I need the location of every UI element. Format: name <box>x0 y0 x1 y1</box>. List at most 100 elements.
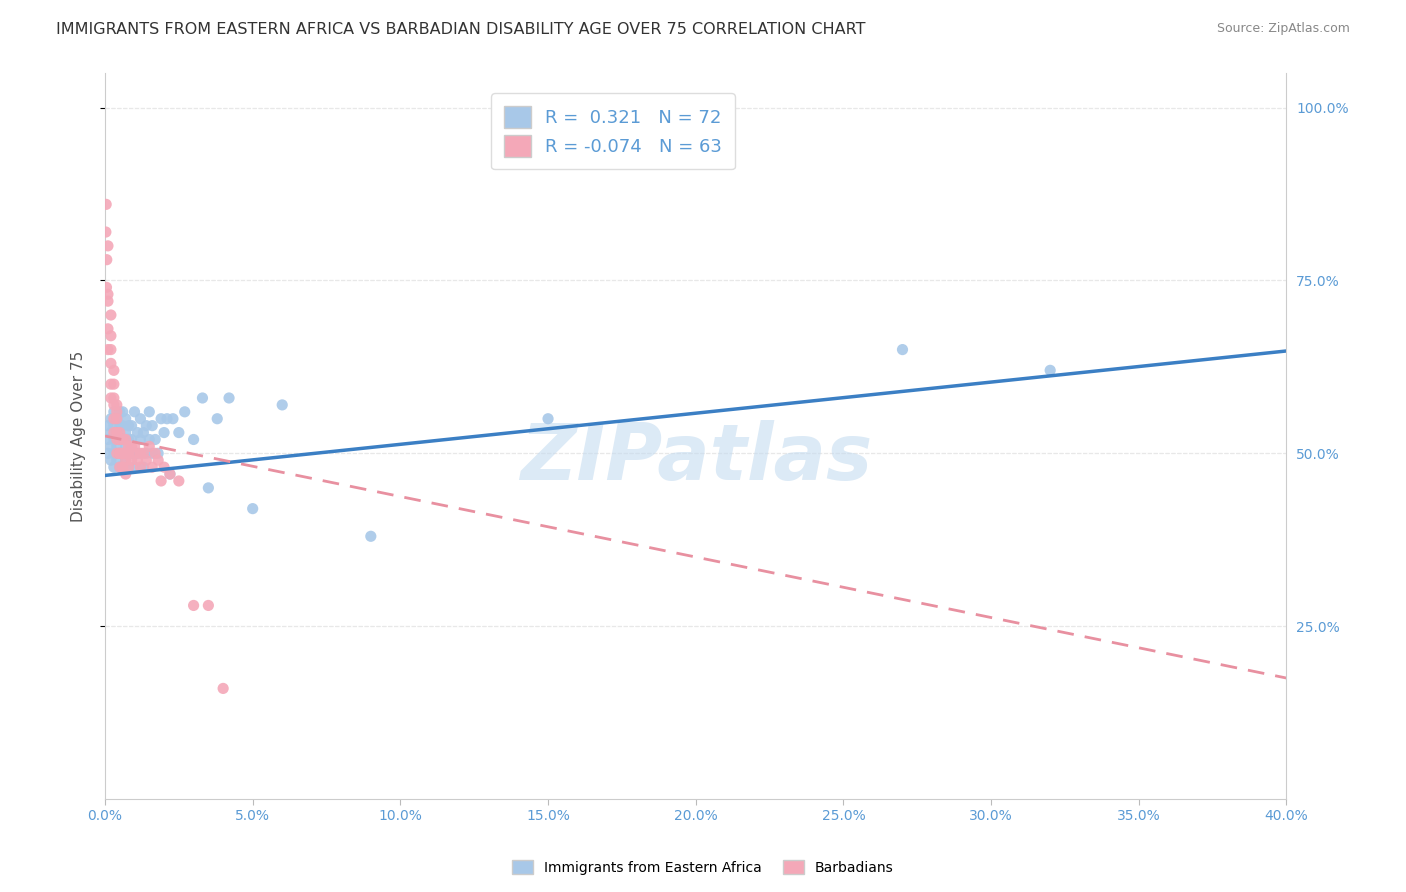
Point <box>141 418 163 433</box>
Point <box>97 418 120 433</box>
Point <box>105 425 128 440</box>
Point <box>100 425 122 440</box>
Point <box>129 411 152 425</box>
Point <box>207 411 229 425</box>
Point <box>162 411 184 425</box>
Point <box>100 328 122 343</box>
Point <box>97 446 120 460</box>
Point <box>117 433 139 447</box>
Point <box>135 418 157 433</box>
Point <box>100 377 122 392</box>
Point <box>197 481 219 495</box>
Point <box>173 405 195 419</box>
Point <box>135 453 157 467</box>
Point <box>132 425 155 440</box>
Text: IMMIGRANTS FROM EASTERN AFRICA VS BARBADIAN DISABILITY AGE OVER 75 CORRELATION C: IMMIGRANTS FROM EASTERN AFRICA VS BARBAD… <box>56 22 866 37</box>
Point <box>153 460 176 475</box>
Point <box>105 446 128 460</box>
Point <box>100 391 122 405</box>
Point <box>121 446 143 460</box>
Point <box>111 433 134 447</box>
Point <box>117 446 139 460</box>
Point <box>105 411 128 425</box>
Point <box>114 453 136 467</box>
Point <box>114 453 136 467</box>
Point <box>124 439 146 453</box>
Point <box>141 460 163 475</box>
Point <box>360 529 382 543</box>
Point <box>159 467 181 481</box>
Point <box>108 446 131 460</box>
Point <box>103 418 125 433</box>
Point <box>100 356 122 370</box>
Point <box>111 460 134 475</box>
Point <box>100 453 122 467</box>
Point <box>111 433 134 447</box>
Point <box>108 446 131 460</box>
Point <box>111 405 134 419</box>
Point <box>143 446 166 460</box>
Point <box>114 433 136 447</box>
Point <box>105 433 128 447</box>
Point <box>105 453 128 467</box>
Point <box>108 460 131 475</box>
Point <box>127 425 149 440</box>
Point <box>100 308 122 322</box>
Point <box>129 433 152 447</box>
Point <box>100 343 122 357</box>
Legend: R =  0.321   N = 72, R = -0.074   N = 63: R = 0.321 N = 72, R = -0.074 N = 63 <box>491 93 735 169</box>
Point <box>167 425 190 440</box>
Point <box>117 418 139 433</box>
Point <box>97 343 120 357</box>
Point <box>103 446 125 460</box>
Point <box>108 405 131 419</box>
Point <box>103 398 125 412</box>
Point <box>103 363 125 377</box>
Point <box>105 425 128 440</box>
Point <box>150 474 173 488</box>
Point <box>97 294 120 309</box>
Point <box>146 453 169 467</box>
Point <box>117 446 139 460</box>
Point <box>105 405 128 419</box>
Point <box>1039 363 1062 377</box>
Point <box>114 446 136 460</box>
Point <box>105 398 128 412</box>
Point <box>103 377 125 392</box>
Point <box>271 398 294 412</box>
Point <box>891 343 914 357</box>
Point <box>146 446 169 460</box>
Point <box>121 433 143 447</box>
Point <box>132 460 155 475</box>
Point <box>111 446 134 460</box>
Point <box>108 460 131 475</box>
Point <box>97 287 120 301</box>
Point <box>103 391 125 405</box>
Point <box>97 239 120 253</box>
Point <box>114 425 136 440</box>
Point <box>191 391 214 405</box>
Point <box>138 433 160 447</box>
Point <box>97 433 120 447</box>
Point <box>108 418 131 433</box>
Point <box>108 446 131 460</box>
Point <box>218 391 240 405</box>
Point <box>138 405 160 419</box>
Point <box>121 418 143 433</box>
Point <box>105 446 128 460</box>
Point <box>141 446 163 460</box>
Point <box>105 411 128 425</box>
Point <box>114 439 136 453</box>
Point <box>103 460 125 475</box>
Point <box>100 411 122 425</box>
Point <box>121 439 143 453</box>
Point <box>197 599 219 613</box>
Point <box>103 433 125 447</box>
Point <box>183 599 205 613</box>
Point <box>108 433 131 447</box>
Point <box>100 439 122 453</box>
Point <box>124 405 146 419</box>
Point <box>96 252 118 267</box>
Point <box>129 460 152 475</box>
Point <box>127 446 149 460</box>
